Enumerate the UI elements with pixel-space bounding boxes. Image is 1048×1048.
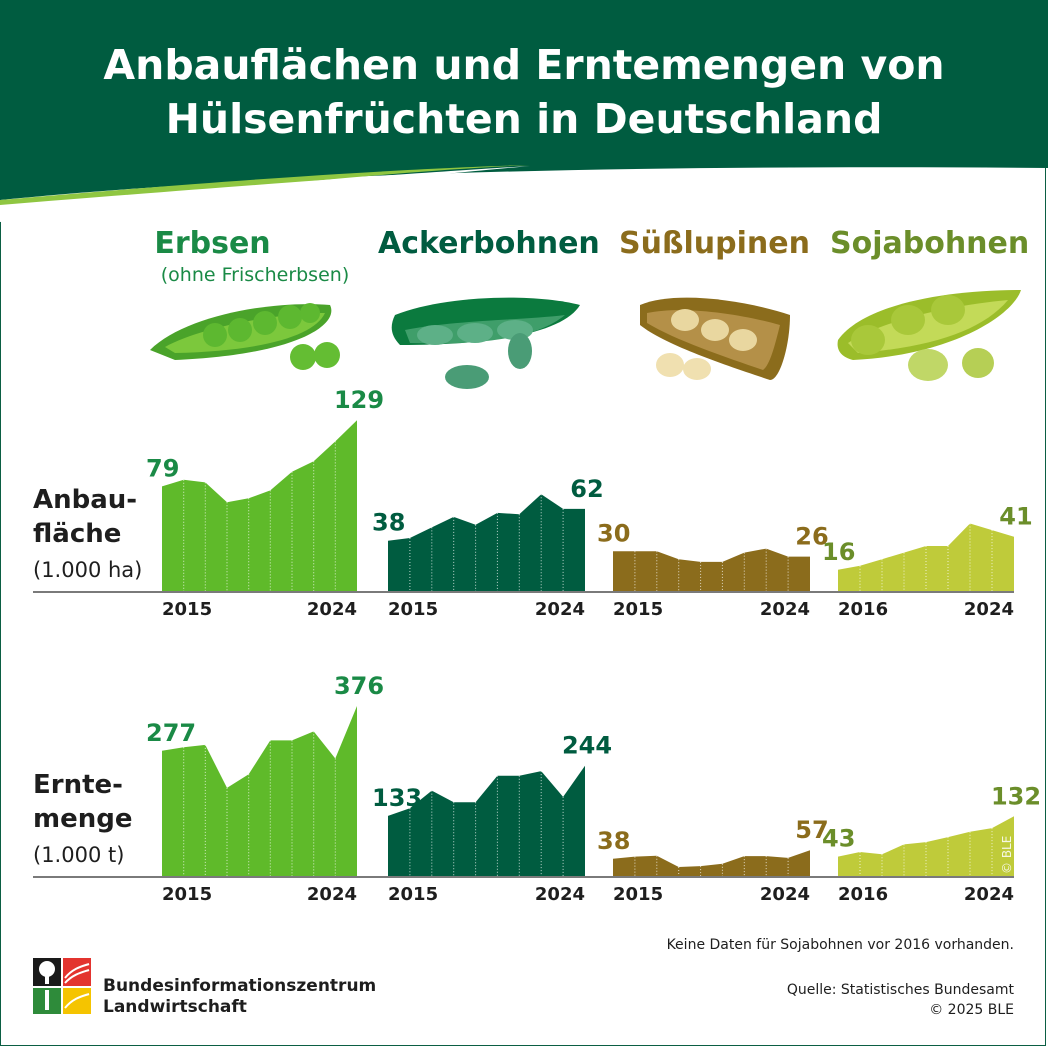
source-line-1: Quelle: Statistisches Bundesamt [786, 982, 1014, 998]
source-note: Quelle: Statistisches Bundesamt © 2025 B… [787, 980, 1014, 1020]
broad-bean-pod-icon [391, 297, 580, 389]
crop-title-erbsen: Erbsen [154, 226, 271, 261]
tick-label-start-erbsen-harvest: 2015 [162, 884, 212, 905]
tick-label-end-sojabohnen-harvest: 2024 [964, 884, 1014, 905]
ble-logo-icon [33, 958, 91, 1014]
footnote: Keine Daten für Sojabohnen vor 2016 vorh… [666, 937, 1014, 953]
value-label-last-suesslupinen-harvest: 57 [795, 816, 828, 844]
tick-label-start-ackerbohnen-area: 2015 [388, 599, 438, 620]
value-label-last-sojabohnen-area: 41 [999, 503, 1032, 531]
crop-subtitle-erbsen: (ohne Frischerbsen) [160, 264, 350, 286]
value-label-last-ackerbohnen-area: 62 [570, 475, 603, 503]
area-sojabohnen-area [838, 523, 1014, 591]
row-label-area-line1: Anbau- [33, 485, 138, 515]
row-label-area: Anbau- fläche [33, 483, 137, 551]
title-line-1: Anbauflächen und Erntemengen von [103, 41, 945, 89]
value-label-first-ackerbohnen-area: 38 [372, 509, 405, 537]
source-line-2: © 2025 BLE [929, 1002, 1014, 1018]
area-erbsen-area [162, 420, 357, 591]
header-banner [0, 0, 1048, 222]
row-label-area-line2: fläche [33, 519, 122, 549]
area-suesslupinen-area [613, 548, 810, 591]
tick-label-end-ackerbohnen-area: 2024 [535, 599, 585, 620]
tick-label-end-suesslupinen-area: 2024 [760, 599, 810, 620]
value-label-first-sojabohnen-area: 16 [822, 538, 855, 566]
tick-label-end-erbsen-area: 2024 [307, 599, 357, 620]
tick-label-end-suesslupinen-harvest: 2024 [760, 884, 810, 905]
value-label-last-ackerbohnen-harvest: 244 [562, 732, 612, 760]
tick-label-start-sojabohnen-harvest: 2016 [838, 884, 888, 905]
watermark-text: © BLE [1000, 835, 1014, 874]
value-label-first-erbsen-harvest: 277 [146, 719, 196, 747]
lupin-pod-icon [640, 297, 790, 380]
value-label-last-suesslupinen-area: 26 [795, 523, 828, 551]
row-unit-harvest: (1.000 t) [33, 843, 125, 867]
value-label-first-sojabohnen-harvest: 43 [822, 825, 855, 853]
row-unit-area: (1.000 ha) [33, 558, 143, 582]
area-ackerbohnen-harvest [388, 765, 585, 876]
logo-line-2: Landwirtschaft [103, 997, 247, 1017]
logo-line-1: Bundesinformationszentrum [103, 976, 377, 996]
value-label-first-suesslupinen-area: 30 [597, 519, 630, 547]
page-title: Anbauflächen und Erntemengen von Hülsenf… [0, 38, 1048, 146]
tick-label-start-suesslupinen-harvest: 2015 [613, 884, 663, 905]
value-label-last-erbsen-harvest: 376 [334, 672, 384, 700]
area-suesslupinen-harvest [613, 850, 810, 876]
crop-title-sojabohnen: Sojabohnen [830, 226, 1030, 261]
tick-label-end-sojabohnen-area: 2024 [964, 599, 1014, 620]
row-label-harvest: Ernte- menge [33, 768, 132, 836]
crop-title-ackerbohnen: Ackerbohnen [378, 226, 600, 261]
value-label-last-erbsen-area: 129 [334, 386, 384, 414]
value-label-last-sojabohnen-harvest: 132 [991, 782, 1041, 810]
tick-label-start-ackerbohnen-harvest: 2015 [388, 884, 438, 905]
logo-text: Bundesinformationszentrum Landwirtschaft [103, 976, 376, 1018]
title-line-2: Hülsenfrüchten in Deutschland [165, 95, 883, 143]
area-erbsen-harvest [162, 706, 357, 876]
value-label-first-ackerbohnen-harvest: 133 [372, 784, 422, 812]
value-label-first-erbsen-area: 79 [146, 454, 179, 482]
tick-label-start-erbsen-area: 2015 [162, 599, 212, 620]
pea-pod-icon [150, 303, 340, 370]
row-label-harvest-line2: menge [33, 804, 133, 834]
tick-label-end-erbsen-harvest: 2024 [307, 884, 357, 905]
value-label-first-suesslupinen-harvest: 38 [597, 827, 630, 855]
tick-label-end-ackerbohnen-harvest: 2024 [535, 884, 585, 905]
area-ackerbohnen-area [388, 494, 585, 591]
row-label-harvest-line1: Ernte- [33, 770, 123, 800]
soybean-pod-icon [837, 290, 1021, 381]
tick-label-start-suesslupinen-area: 2015 [613, 599, 663, 620]
crop-title-suesslupinen: Süßlupinen [618, 226, 810, 261]
tick-label-start-sojabohnen-area: 2016 [838, 599, 888, 620]
